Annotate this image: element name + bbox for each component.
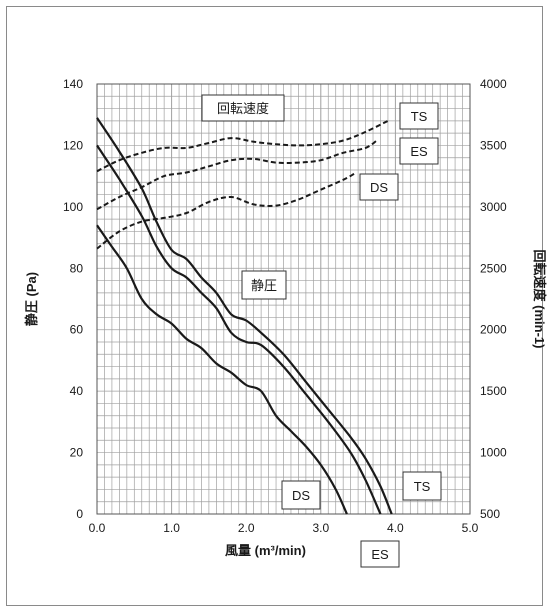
annotation-text: TS — [414, 479, 431, 494]
annotation-box — [360, 540, 400, 568]
annotation-speed-ES: ES — [399, 137, 439, 165]
y-axis-title: 静圧 (Pa) — [24, 272, 39, 326]
x-tick-label: 3.0 — [312, 521, 329, 535]
annotation-box — [241, 270, 287, 300]
axes: 0.0 1.0 2.0 3.0 4.0 5.0 0 20 40 60 80 100 120 140 500 1… — [24, 77, 547, 558]
annotation-text: ES — [371, 547, 389, 562]
y2-tick-label: 2500 — [480, 261, 507, 275]
annotation-box — [399, 102, 439, 130]
speed-line-es — [96, 139, 378, 211]
y-tick-label: 0 — [76, 507, 83, 521]
pressure-line-ts — [96, 117, 393, 515]
annotation-speed-DS: DS — [359, 173, 399, 201]
annotation-box — [359, 173, 399, 201]
speed-line-ds — [96, 172, 355, 250]
annotation-box — [201, 94, 285, 122]
y-tick-label: 140 — [63, 77, 83, 91]
y2-tick-label: 3500 — [480, 138, 507, 152]
annotation-speed-TS: TS — [399, 102, 439, 130]
y-tick-label: 60 — [70, 323, 84, 337]
x-tick-label: 5.0 — [462, 521, 479, 535]
annotation-pressure-TS: TS — [402, 471, 442, 501]
x-tick-label: 1.0 — [163, 521, 180, 535]
y-tick-label: 80 — [70, 261, 84, 275]
annotation-box — [402, 471, 442, 501]
annotation-text: ES — [410, 144, 428, 159]
y-tick-label: 100 — [63, 200, 83, 214]
y2-tick-label: 1000 — [480, 446, 507, 460]
annotation-pressure-ES: ES — [360, 540, 400, 568]
annotation-box — [399, 137, 439, 165]
x-tick-label: 0.0 — [89, 521, 106, 535]
speed-line-ts — [96, 120, 389, 173]
x-axis-title: 風量 (m³/min) — [225, 543, 306, 558]
plot-border — [96, 83, 471, 515]
annotation-pressure-group: 静圧 — [241, 270, 287, 300]
annotation-text: DS — [292, 488, 310, 503]
y-tick-label: 40 — [70, 384, 84, 398]
x-tick-label: 4.0 — [387, 521, 404, 535]
y2-tick-label: 500 — [480, 507, 500, 521]
y2-axis-title: 回転速度 (min-1) — [532, 250, 547, 349]
annotation-pressure-DS: DS — [281, 480, 321, 510]
pressure-line-ds — [96, 224, 348, 515]
pressure-line-es — [96, 144, 382, 515]
annotation-speed-group: 回転速度 — [201, 94, 285, 122]
x-tick-label: 2.0 — [238, 521, 255, 535]
y-tick-label: 20 — [70, 446, 84, 460]
y2-tick-label: 4000 — [480, 77, 507, 91]
y2-tick-label: 1500 — [480, 384, 507, 398]
y2-tick-label: 2000 — [480, 323, 507, 337]
y2-tick-label: 3000 — [480, 200, 507, 214]
annotation-text: TS — [411, 109, 428, 124]
annotation-text: DS — [370, 180, 388, 195]
y-tick-label: 120 — [63, 138, 83, 152]
annotation-text: 静圧 — [251, 278, 277, 293]
annotation-text: 回転速度 — [217, 101, 269, 116]
annotation-box — [281, 480, 321, 510]
series — [96, 117, 393, 515]
